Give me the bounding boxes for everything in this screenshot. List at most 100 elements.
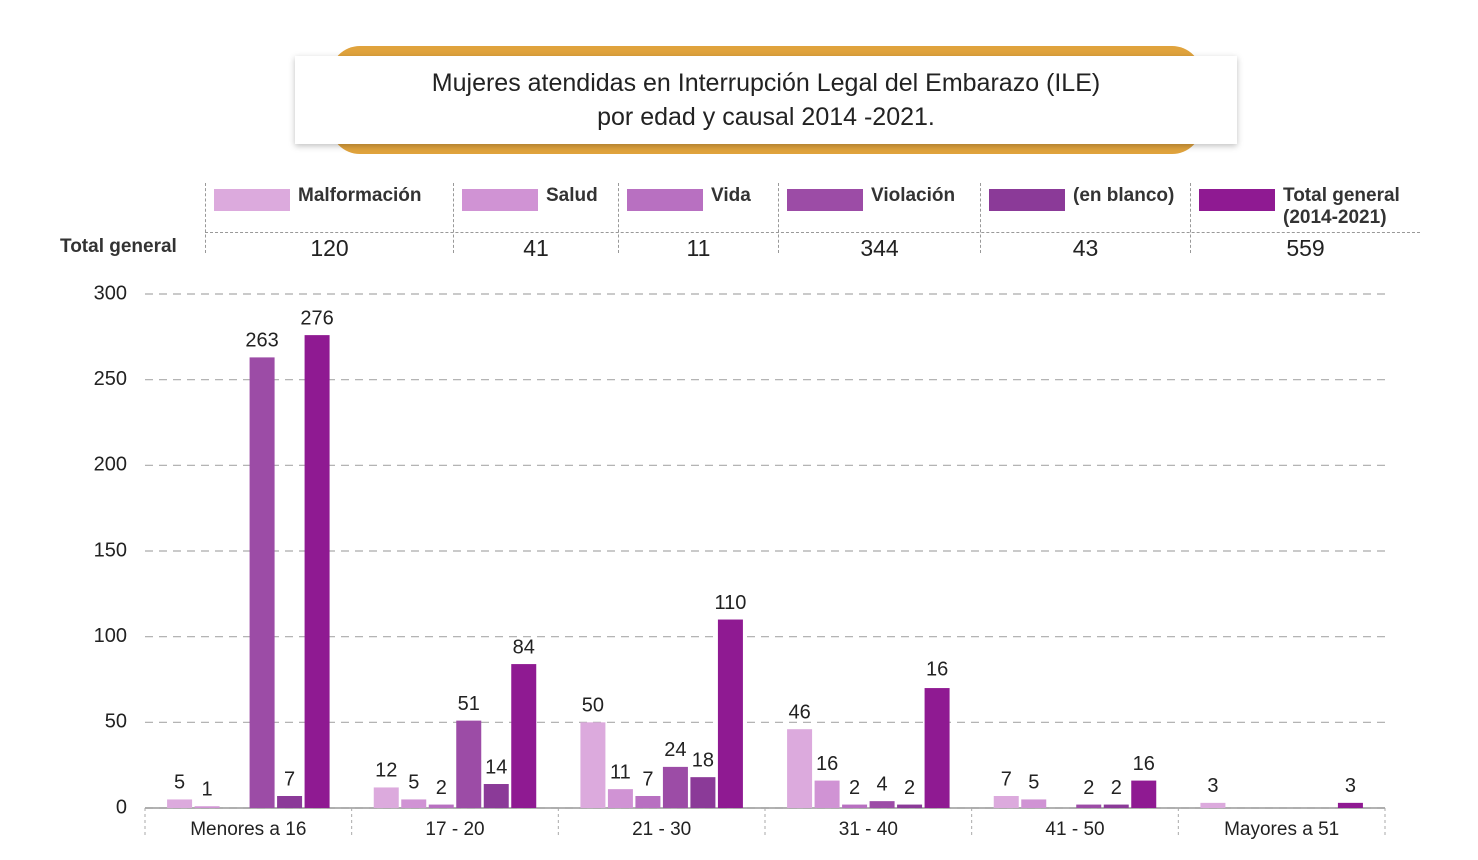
data-label: 2 — [436, 777, 447, 799]
y-tick-label: 200 — [94, 454, 127, 476]
legend-item: Vida 11 — [618, 183, 778, 261]
bar — [1337, 802, 1363, 808]
legend-swatch — [787, 189, 863, 211]
bar — [428, 804, 454, 808]
y-tick-label: 100 — [94, 625, 127, 647]
bar — [167, 799, 193, 808]
data-label: 3 — [1207, 775, 1218, 797]
legend-item: (en blanco) 43 — [980, 183, 1190, 261]
bar — [690, 777, 716, 808]
data-label: 18 — [692, 749, 714, 771]
x-tick-label: Menores a 16 — [190, 819, 306, 840]
data-label: 2 — [1111, 777, 1122, 799]
bar — [1200, 802, 1226, 808]
y-tick-label: 300 — [94, 282, 127, 304]
bar — [511, 664, 537, 808]
legend-item: Malformación 120 — [205, 183, 453, 261]
data-label: 11 — [610, 761, 631, 783]
legend-label: Malformación — [298, 185, 422, 206]
bar — [304, 335, 330, 808]
legend-item: Violación 344 — [778, 183, 980, 261]
data-label: 51 — [458, 693, 480, 715]
x-tick-label: 21 - 30 — [632, 819, 691, 840]
table-row-label: Total general — [60, 236, 177, 257]
data-label: 5 — [174, 772, 185, 794]
bar — [580, 722, 606, 808]
data-label: 263 — [245, 330, 278, 352]
bar — [607, 789, 633, 808]
bar — [373, 787, 399, 808]
legend-swatch — [627, 189, 703, 211]
data-label: 2 — [1083, 777, 1094, 799]
data-label: 16 — [816, 753, 838, 775]
legend-total: 120 — [310, 235, 349, 261]
legend-label: Total general (2014-2021) — [1283, 185, 1400, 228]
data-label: 276 — [300, 307, 333, 329]
annotation: 16 — [926, 658, 948, 680]
data-label: 5 — [408, 772, 419, 794]
data-label: 110 — [714, 592, 746, 614]
bar — [993, 796, 1019, 808]
data-label: 24 — [664, 739, 686, 761]
data-label: 5 — [1028, 772, 1039, 794]
legend-total: 11 — [686, 235, 711, 261]
data-label: 14 — [485, 756, 507, 778]
bar — [717, 619, 743, 808]
legend-label: Salud — [546, 185, 598, 206]
chart-title: Mujeres atendidas en Interrupción Legal … — [431, 69, 1101, 131]
bar — [924, 688, 950, 808]
data-label: 12 — [375, 760, 397, 782]
legend-label: Vida — [711, 185, 751, 206]
bar — [787, 729, 813, 808]
data-label: 16 — [1133, 753, 1155, 775]
legend-total: 559 — [1286, 235, 1325, 261]
data-label: 7 — [1001, 768, 1012, 790]
data-label: 2 — [904, 777, 915, 799]
legend-item: Salud 41 — [453, 183, 618, 261]
legend-item: Total general (2014-2021) 559 — [1190, 183, 1420, 261]
bar — [483, 784, 509, 808]
y-tick-label: 50 — [105, 711, 127, 733]
legend-swatch — [214, 189, 290, 211]
data-label: 7 — [284, 768, 295, 790]
bar — [277, 796, 303, 808]
bar — [401, 799, 427, 808]
data-label: 7 — [642, 768, 653, 790]
bar — [1103, 804, 1129, 808]
bar — [249, 357, 275, 808]
bar — [842, 804, 868, 808]
bar — [814, 780, 840, 808]
bar — [897, 804, 923, 808]
data-label: 3 — [1345, 775, 1356, 797]
legend-total: 41 — [523, 235, 549, 261]
y-tick-label: 250 — [94, 368, 127, 390]
bar — [1076, 804, 1102, 808]
x-tick-label: Mayores a 51 — [1224, 819, 1339, 840]
data-label: 84 — [513, 636, 535, 658]
legend-label: (en blanco) — [1073, 185, 1175, 206]
bar — [456, 720, 482, 808]
bar — [1021, 799, 1047, 808]
data-label: 1 — [202, 779, 213, 801]
legend-label: Violación — [871, 185, 956, 206]
legend-swatch — [462, 189, 538, 211]
legend-total: 43 — [1072, 235, 1099, 261]
data-label: 50 — [582, 695, 604, 717]
x-tick-label: 41 - 50 — [1045, 819, 1104, 840]
bar — [635, 796, 661, 808]
bar — [1131, 780, 1157, 808]
table-divider — [205, 232, 1420, 233]
bar — [869, 801, 895, 808]
bar — [194, 806, 220, 808]
data-label: 4 — [877, 773, 888, 795]
y-tick-label: 0 — [116, 796, 127, 818]
title-box: Mujeres atendidas en Interrupción Legal … — [295, 56, 1237, 144]
data-label: 46 — [788, 701, 810, 723]
bar — [662, 766, 688, 808]
legend-swatch — [989, 189, 1065, 211]
y-tick-label: 150 — [94, 539, 127, 561]
x-tick-label: 31 - 40 — [839, 819, 898, 840]
legend-swatch — [1199, 189, 1275, 211]
x-tick-label: 17 - 20 — [425, 819, 484, 840]
